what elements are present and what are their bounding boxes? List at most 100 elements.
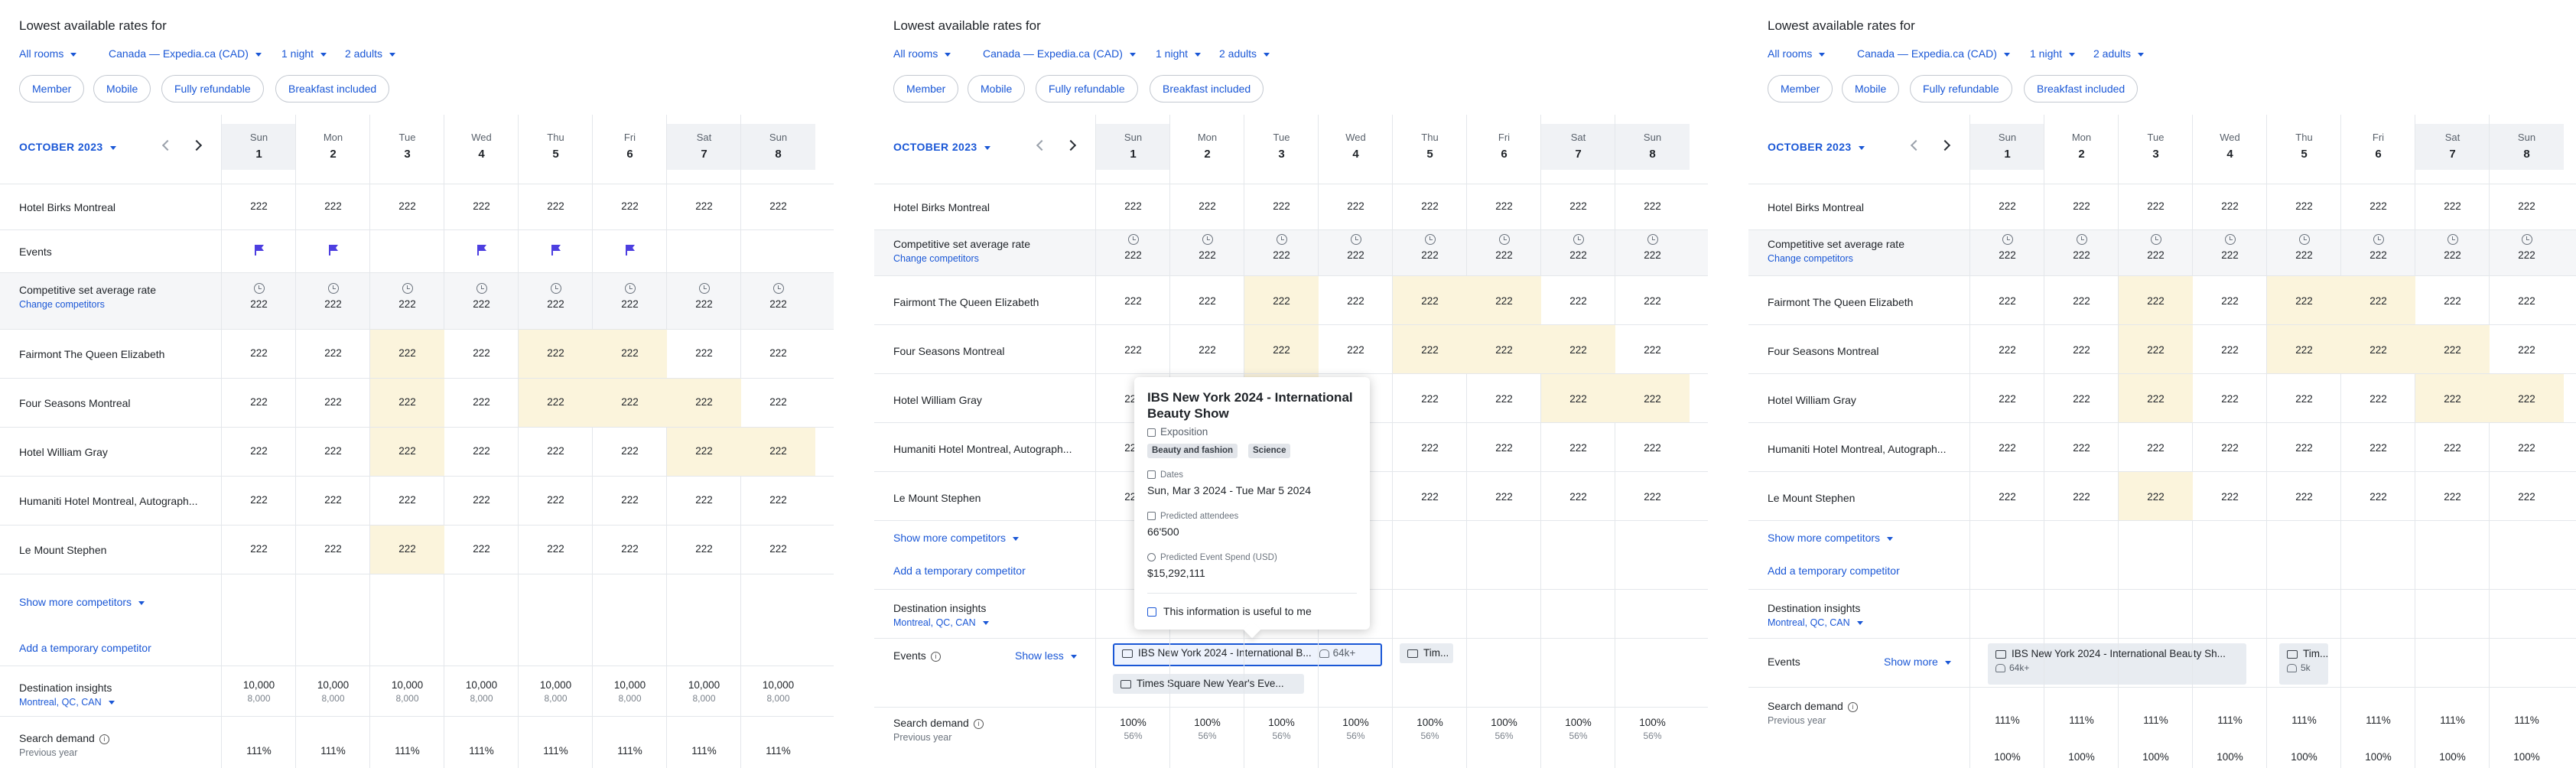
day-header[interactable]: Thu 5 (1393, 124, 1467, 170)
refundable-chip[interactable]: Fully refundable (1036, 75, 1138, 103)
event-flag-icon[interactable] (329, 245, 338, 255)
site-filter[interactable]: Canada — Expedia.ca (CAD) (1857, 47, 2010, 60)
day-header[interactable]: Sun 8 (741, 124, 815, 170)
breakfast-chip[interactable]: Breakfast included (2024, 75, 2139, 103)
event-box-ibs[interactable]: IBS New York 2024 - International Beauty… (1988, 643, 2246, 685)
prev-arrow-icon[interactable] (1909, 136, 1920, 155)
rooms-filter[interactable]: All rooms (893, 47, 951, 60)
day-header[interactable]: Tue 3 (2119, 124, 2193, 170)
day-header[interactable]: Sun 1 (222, 124, 296, 170)
show-more-competitors-link[interactable]: Show more competitors (1768, 532, 1894, 544)
guests-filter[interactable]: 2 adults (1219, 47, 1270, 60)
month-selector[interactable]: OCTOBER 2023 (19, 141, 116, 153)
day-header[interactable]: Fri 6 (2341, 124, 2415, 170)
search-demand-cell-previous: 56% (1346, 731, 1365, 741)
day-header[interactable]: Sun 8 (2490, 124, 2564, 170)
day-header[interactable]: Sat 7 (667, 124, 741, 170)
rooms-filter[interactable]: All rooms (19, 47, 77, 60)
add-temp-competitor-link[interactable]: Add a temporary competitor (893, 565, 1026, 577)
next-arrow-icon[interactable] (1941, 136, 1952, 155)
month-selector[interactable]: OCTOBER 2023 (893, 141, 990, 153)
day-number: 6 (1501, 148, 1508, 161)
change-competitors-link[interactable]: Change competitors (1768, 253, 1853, 264)
member-chip[interactable]: Member (19, 75, 85, 103)
event-pill-second[interactable]: Tim... (1400, 643, 1453, 663)
site-filter[interactable]: Canada — Expedia.ca (CAD) (109, 47, 262, 60)
day-header[interactable]: Fri 6 (1467, 124, 1541, 170)
day-header[interactable]: Tue 3 (1244, 124, 1319, 170)
day-header[interactable]: Sun 1 (1096, 124, 1170, 170)
prev-arrow-icon[interactable] (1035, 136, 1046, 155)
day-header[interactable]: Sun 8 (1615, 124, 1690, 170)
member-chip[interactable]: Member (1768, 75, 1833, 103)
day-header[interactable]: Wed 4 (444, 124, 519, 170)
search-demand-row: Search demand i Previous year (0, 716, 834, 768)
destination-link[interactable]: Montreal, QC, CAN (19, 697, 115, 708)
day-header[interactable]: Wed 4 (2193, 124, 2267, 170)
day-header[interactable]: Fri 6 (593, 124, 667, 170)
useful-feedback-button[interactable]: This information is useful to me (1147, 605, 1312, 617)
day-header[interactable]: Wed 4 (1319, 124, 1393, 170)
show-more-link[interactable]: Show more (1884, 656, 1951, 668)
next-arrow-icon[interactable] (1067, 136, 1078, 155)
show-more-competitors-link[interactable]: Show more competitors (893, 532, 1020, 544)
show-less-link[interactable]: Show less (1015, 649, 1077, 662)
show-more-competitors-link[interactable]: Show more competitors (19, 596, 145, 608)
event-flag-icon[interactable] (551, 245, 561, 255)
refundable-chip[interactable]: Fully refundable (1910, 75, 2012, 103)
clock-icon (253, 283, 265, 294)
rate-cell: 222 (1421, 491, 1439, 503)
comp-avg-cell: 222 (222, 283, 296, 310)
event-pill-times-square[interactable]: Times Square New Year's Eve... (1113, 674, 1304, 694)
event-box-second[interactable]: Tim... 5k (2279, 643, 2328, 685)
breakfast-chip[interactable]: Breakfast included (275, 75, 390, 103)
destination-link[interactable]: Montreal, QC, CAN (1768, 617, 1863, 628)
rate-cell: 222 (1124, 200, 1142, 212)
breakfast-chip[interactable]: Breakfast included (1150, 75, 1264, 103)
destination-link[interactable]: Montreal, QC, CAN (893, 617, 989, 628)
mobile-chip[interactable]: Mobile (93, 75, 151, 103)
day-header[interactable]: Sun 1 (1970, 124, 2044, 170)
change-competitors-link[interactable]: Change competitors (19, 299, 105, 310)
mobile-chip[interactable]: Mobile (1842, 75, 1900, 103)
day-header[interactable]: Thu 5 (519, 124, 593, 170)
day-header[interactable]: Sat 7 (2415, 124, 2490, 170)
event-flag-icon[interactable] (255, 245, 264, 255)
nights-filter[interactable]: 1 night (1156, 47, 1202, 60)
info-icon[interactable]: i (99, 734, 109, 744)
prev-arrow-icon[interactable] (161, 136, 171, 155)
rate-cell: 222 (2444, 442, 2461, 454)
info-icon[interactable]: i (1847, 701, 1858, 712)
info-icon[interactable]: i (973, 718, 984, 729)
day-number: 1 (255, 148, 262, 161)
event-flag-icon[interactable] (626, 245, 635, 255)
day-header[interactable]: Mon 2 (1170, 124, 1244, 170)
search-demand-cell: 100% (2513, 751, 2540, 763)
day-header[interactable]: Sat 7 (1541, 124, 1615, 170)
event-pill-ibs[interactable]: IBS New York 2024 - International B... 64… (1113, 643, 1382, 666)
month-selector[interactable]: OCTOBER 2023 (1768, 141, 1865, 153)
mobile-chip[interactable]: Mobile (968, 75, 1026, 103)
change-competitors-link[interactable]: Change competitors (893, 253, 979, 264)
add-temp-competitor-link[interactable]: Add a temporary competitor (1768, 565, 1900, 577)
next-arrow-icon[interactable] (193, 136, 203, 155)
day-header[interactable]: Mon 2 (296, 124, 370, 170)
member-chip[interactable]: Member (893, 75, 959, 103)
column-divider (2118, 115, 2119, 768)
day-header[interactable]: Mon 2 (2044, 124, 2119, 170)
rooms-filter[interactable]: All rooms (1768, 47, 1826, 60)
nights-filter[interactable]: 1 night (2030, 47, 2076, 60)
guests-filter[interactable]: 2 adults (345, 47, 396, 60)
event-flag-icon[interactable] (477, 245, 486, 255)
refundable-chip[interactable]: Fully refundable (161, 75, 264, 103)
guests-filter[interactable]: 2 adults (2093, 47, 2145, 60)
competitor-row: Fairmont The Queen Elizabeth (874, 275, 1708, 325)
rate-cell: 222 (473, 396, 490, 408)
spend-value: $15,292,111 (1147, 567, 1205, 579)
info-icon[interactable]: i (930, 651, 941, 662)
day-header[interactable]: Thu 5 (2267, 124, 2341, 170)
add-temp-competitor-link[interactable]: Add a temporary competitor (19, 642, 151, 654)
nights-filter[interactable]: 1 night (281, 47, 327, 60)
site-filter[interactable]: Canada — Expedia.ca (CAD) (983, 47, 1136, 60)
day-header[interactable]: Tue 3 (370, 124, 444, 170)
